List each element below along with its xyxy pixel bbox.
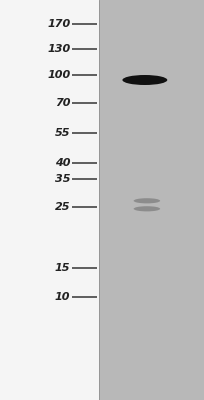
Text: 170: 170 [47,19,70,29]
Text: 40: 40 [55,158,70,168]
Ellipse shape [134,198,160,203]
Text: 55: 55 [55,128,70,138]
Text: 70: 70 [55,98,70,108]
Text: 25: 25 [55,202,70,212]
Text: 15: 15 [55,263,70,273]
Text: 130: 130 [47,44,70,54]
FancyBboxPatch shape [99,0,204,400]
Text: 100: 100 [47,70,70,80]
FancyBboxPatch shape [0,0,99,400]
Text: 10: 10 [55,292,70,302]
Ellipse shape [134,206,160,211]
Ellipse shape [122,75,167,85]
Text: 35: 35 [55,174,70,184]
